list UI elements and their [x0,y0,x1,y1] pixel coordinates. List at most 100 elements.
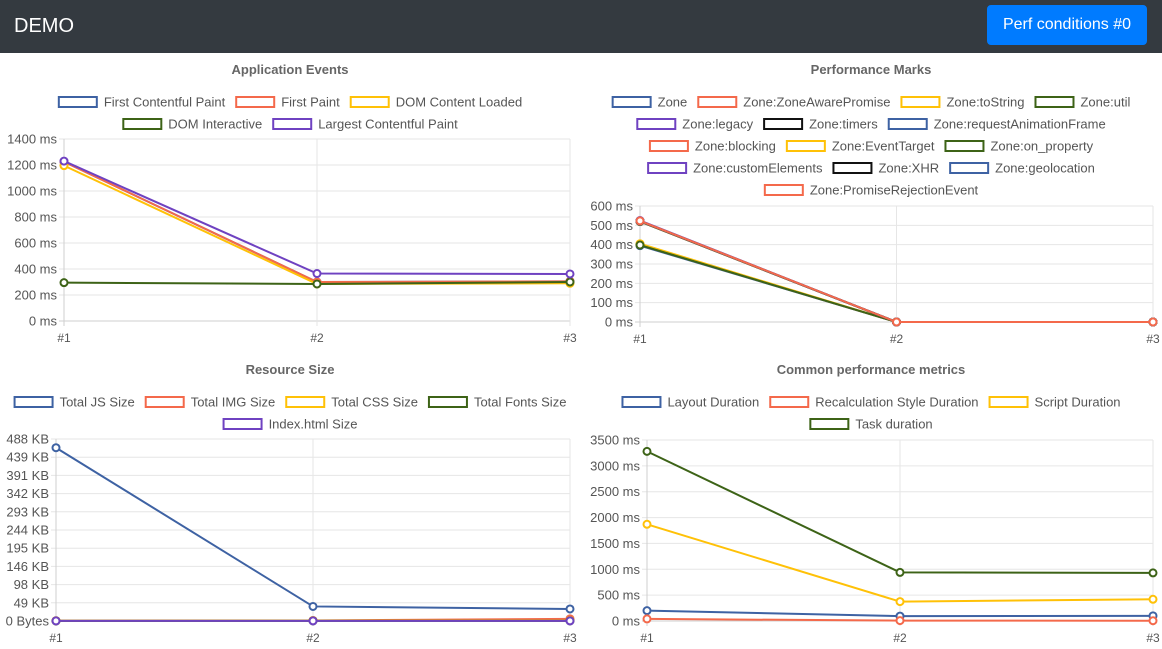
chart1-ytick-label: 400 ms [590,237,633,252]
chart2-legend-swatch [144,396,185,408]
chart3-legend-recalculation-style-duration[interactable]: Recalculation Style Duration [769,395,979,410]
chart2-legend-total-css-size[interactable]: Total CSS Size [285,395,418,410]
chart0-ytick-label: 200 ms [14,288,57,303]
chart1-legend-label: Zone:PromiseRejectionEvent [810,183,979,198]
chart1-xtick-label: #3 [1146,332,1160,346]
chart1-legend-zone-timers[interactable]: Zone:timers [763,117,878,132]
chart3-legend-script-duration[interactable]: Script Duration [988,395,1121,410]
chart2-ytick-label: 98 KB [14,577,49,592]
chart1-legend-zone-zoneawarepromise[interactable]: Zone:ZoneAwarePromise [697,95,890,110]
perf-conditions-button[interactable]: Perf conditions #0 [987,5,1147,45]
chart3-legend-layout-duration[interactable]: Layout Duration [621,395,759,410]
chart1-legend-label: Zone:requestAnimationFrame [934,117,1106,132]
chart3-point-recalculation-style-duration[interactable] [895,616,905,626]
chart1-legend-swatch [1034,96,1075,108]
chart2-legend-label: Total JS Size [60,395,135,410]
chart2-ytick-label: 391 KB [6,468,49,483]
chart3-legend-label: Recalculation Style Duration [815,395,978,410]
chart3-point-recalculation-style-duration[interactable] [642,614,652,624]
chart1-legend-zone-customelements[interactable]: Zone:customElements [647,161,823,176]
chart1-legend-swatch [611,96,652,108]
chart1-ytick-label: 300 ms [590,257,633,272]
performance-marks-chart: Performance Marks Zone Zone:ZoneAwarePromi… [590,62,1160,346]
chart1-legend-label: Zone:util [1080,95,1130,110]
chart1-point-zone-promiserejectionevent[interactable] [635,216,645,226]
chart1-point-zone-promiserejectionevent[interactable] [892,317,901,327]
chart1-legend-zone-tostring[interactable]: Zone:toString [900,95,1024,110]
chart3-legend-label: Script Duration [1035,395,1121,410]
chart1-legend-swatch [763,118,804,130]
chart3-point-task-duration[interactable] [1148,568,1158,578]
chart3-point-recalculation-style-duration[interactable] [1148,616,1158,626]
chart1-legend-zone-on-property[interactable]: Zone:on_property [944,139,1094,154]
chart1-legend-zone-xhr[interactable]: Zone:XHR [832,161,939,176]
chart2-point-total-js-size[interactable] [51,443,61,453]
chart2-point-index-html-size[interactable] [51,616,61,626]
chart0-point-dom-interactive[interactable] [565,277,575,287]
chart0-ytick-label: 600 ms [14,236,57,251]
chart2-point-total-js-size[interactable] [308,601,318,611]
chart1-legend-swatch [949,162,990,174]
chart0-point-largest-contentful-paint[interactable] [312,269,322,279]
chart2-xtick-label: #1 [49,631,63,645]
chart3-point-script-duration[interactable] [1148,594,1158,604]
top-navbar: DEMO Perf conditions #0 [0,0,1162,53]
chart1-legend-zone-geolocation[interactable]: Zone:geolocation [949,161,1095,176]
chart2-legend-index-html-size[interactable]: Index.html Size [222,417,358,432]
chart2-legend-total-img-size[interactable]: Total IMG Size [144,395,276,410]
brand-title[interactable]: DEMO [14,15,74,37]
chart0-point-largest-contentful-paint[interactable] [59,156,69,166]
chart1-point-zone-util[interactable] [635,240,645,250]
chart2-ytick-label: 0 Bytes [6,614,50,629]
chart0-point-dom-interactive[interactable] [59,278,69,288]
chart1-legend-zone-promiserejectionevent[interactable]: Zone:PromiseRejectionEvent [763,183,979,198]
chart1-legend-swatch [900,96,941,108]
chart1-legend-zone-blocking[interactable]: Zone:blocking [648,139,776,154]
chart2-title: Resource Size [246,362,335,377]
chart3-title: Common performance metrics [777,362,966,377]
chart0-legend-first-paint[interactable]: First Paint [235,95,340,110]
chart3-point-layout-duration[interactable] [642,606,652,616]
chart1-legend-swatch [647,162,688,174]
chart2-ytick-label: 49 KB [14,595,49,610]
chart2-point-total-js-size[interactable] [565,604,575,614]
chart0-legend-dom-content-loaded[interactable]: DOM Content Loaded [349,95,522,110]
chart2-point-index-html-size[interactable] [308,616,318,626]
chart3-point-task-duration[interactable] [895,567,905,577]
chart2-point-index-html-size[interactable] [565,616,575,626]
chart0-legend-first-contentful-paint[interactable]: First Contentful Paint [57,95,226,110]
chart1-legend-label: Zone:legacy [682,117,753,132]
chart2-legend-swatch [285,396,326,408]
chart1-legend-label: Zone:timers [809,117,878,132]
chart1-legend-zone[interactable]: Zone [611,95,688,110]
chart1-legend-zone-requestanimationframe[interactable]: Zone:requestAnimationFrame [887,117,1106,132]
chart1-legend-zone-legacy[interactable]: Zone:legacy [636,117,754,132]
chart3-point-script-duration[interactable] [642,519,652,529]
chart0-legend-largest-contentful-paint[interactable]: Largest Contentful Paint [272,117,458,132]
chart3-point-script-duration[interactable] [895,597,905,607]
chart1-ytick-label: 100 ms [590,295,633,310]
chart1-legend-label: Zone [658,95,688,110]
chart0-legend-swatch [57,96,98,108]
chart3-ytick-label: 1000 ms [590,562,640,577]
chart0-ytick-label: 1000 ms [7,184,57,199]
chart3-ytick-label: 3500 ms [590,433,640,448]
chart2-legend-total-js-size[interactable]: Total JS Size [13,395,135,410]
chart3-xtick-label: #1 [640,631,654,645]
chart2-ytick-label: 146 KB [6,559,49,574]
chart0-point-dom-interactive[interactable] [312,279,322,289]
chart1-legend-label: Zone:ZoneAwarePromise [743,95,890,110]
chart1-legend-swatch [887,118,928,130]
chart3-point-task-duration[interactable] [642,446,652,456]
chart0-point-largest-contentful-paint[interactable] [565,269,575,279]
chart1-legend-zone-util[interactable]: Zone:util [1034,95,1130,110]
chart1-legend-label: Zone:blocking [695,139,776,154]
chart3-xtick-label: #2 [893,631,907,645]
chart2-legend-label: Total IMG Size [191,395,276,410]
resource-size-chart: Resource Size Total JS Size Total IMG Size… [6,362,577,645]
chart3-legend-task-duration[interactable]: Task duration [809,417,933,432]
chart0-legend-dom-interactive[interactable]: DOM Interactive [122,117,262,132]
chart1-legend-zone-eventtarget[interactable]: Zone:EventTarget [785,139,935,154]
chart1-point-zone-promiserejectionevent[interactable] [1148,317,1158,327]
chart2-legend-total-fonts-size[interactable]: Total Fonts Size [427,395,567,410]
